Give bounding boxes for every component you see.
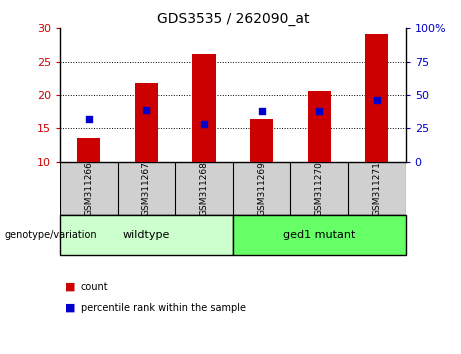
Bar [308,91,331,161]
Text: GSM311266: GSM311266 [84,161,93,216]
Point [142,108,150,113]
Text: GSM311270: GSM311270 [315,161,324,216]
Point [315,108,323,114]
Text: percentile rank within the sample: percentile rank within the sample [81,303,246,313]
Bar [60,215,233,255]
Bar [365,34,388,161]
Title: GDS3535 / 262090_at: GDS3535 / 262090_at [157,12,309,26]
Point [200,121,207,127]
Point [373,97,381,102]
Text: ■: ■ [65,282,75,292]
Text: ■: ■ [65,303,75,313]
Bar [250,119,273,161]
Bar [135,83,158,161]
Text: GSM311269: GSM311269 [257,161,266,216]
Text: ged1 mutant: ged1 mutant [283,230,355,240]
Point [258,108,266,114]
Text: GSM311271: GSM311271 [372,161,381,216]
Bar [77,138,100,161]
Text: count: count [81,282,108,292]
Bar [233,215,406,255]
Text: GSM311268: GSM311268 [200,161,208,216]
Text: wildtype: wildtype [123,230,170,240]
Point [85,116,92,122]
Text: GSM311267: GSM311267 [142,161,151,216]
Text: genotype/variation: genotype/variation [5,230,97,240]
Bar [193,54,216,161]
